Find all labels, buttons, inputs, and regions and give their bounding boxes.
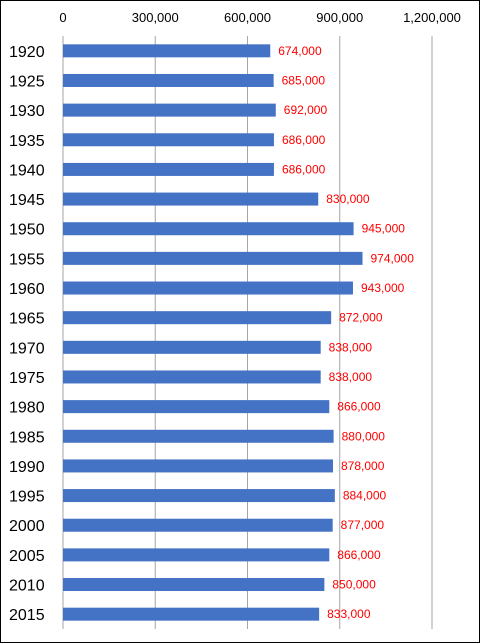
data-label: 692,000 — [284, 103, 328, 117]
category-label: 2005 — [9, 548, 45, 565]
category-label: 1995 — [9, 489, 45, 506]
data-label: 945,000 — [362, 222, 406, 236]
bar — [63, 103, 276, 117]
category-label: 1975 — [9, 370, 45, 387]
x-tick-label: 900,000 — [316, 10, 363, 25]
category-label: 1950 — [9, 222, 45, 239]
category-label: 2015 — [9, 607, 45, 624]
data-label: 878,000 — [341, 459, 385, 473]
bar — [63, 311, 332, 325]
category-label: 2010 — [9, 578, 45, 595]
category-label: 1920 — [9, 44, 45, 61]
data-label: 866,000 — [337, 400, 381, 414]
category-label: 1970 — [9, 340, 45, 357]
category-label: 1925 — [9, 73, 45, 90]
data-label: 833,000 — [327, 607, 371, 621]
data-label: 830,000 — [326, 192, 370, 206]
x-tick-label: 300,000 — [132, 10, 179, 25]
x-tick-label: 600,000 — [224, 10, 271, 25]
bar — [63, 607, 320, 621]
bar — [63, 162, 274, 176]
bar — [63, 133, 274, 147]
data-label: 877,000 — [341, 518, 385, 532]
bar — [63, 44, 271, 58]
category-label: 2000 — [9, 518, 45, 535]
data-label: 943,000 — [361, 281, 405, 295]
category-label: 1940 — [9, 162, 45, 179]
bar — [63, 281, 353, 295]
category-label: 1955 — [9, 251, 45, 268]
bar — [63, 400, 330, 414]
data-label: 884,000 — [343, 489, 387, 503]
bar — [63, 370, 321, 384]
bar — [63, 459, 333, 473]
category-label: 1960 — [9, 281, 45, 298]
category-label: 1930 — [9, 103, 45, 120]
category-label: 1985 — [9, 429, 45, 446]
category-label: 1965 — [9, 311, 45, 328]
data-label: 872,000 — [339, 311, 383, 325]
data-label: 685,000 — [282, 73, 326, 87]
data-label: 674,000 — [278, 44, 322, 58]
category-label: 1990 — [9, 459, 45, 476]
data-label: 838,000 — [329, 370, 373, 384]
bar — [63, 340, 321, 354]
data-label: 880,000 — [342, 429, 386, 443]
bar — [63, 518, 333, 532]
bar — [63, 429, 334, 443]
bar — [63, 73, 274, 87]
data-label: 850,000 — [332, 578, 376, 592]
category-label: 1945 — [9, 192, 45, 209]
bar — [63, 578, 325, 592]
data-label: 838,000 — [329, 340, 373, 354]
data-label: 686,000 — [282, 133, 326, 147]
bar — [63, 192, 319, 206]
bar — [63, 489, 335, 503]
data-label: 866,000 — [337, 548, 381, 562]
data-label: 974,000 — [371, 251, 415, 265]
x-tick-label: 0 — [59, 10, 66, 25]
data-label: 686,000 — [282, 162, 326, 176]
bar — [63, 548, 330, 562]
bar — [63, 222, 354, 236]
category-label: 1980 — [9, 400, 45, 417]
category-label: 1935 — [9, 133, 45, 150]
bar — [63, 251, 363, 265]
x-tick-label: 1,200,000 — [403, 10, 461, 25]
